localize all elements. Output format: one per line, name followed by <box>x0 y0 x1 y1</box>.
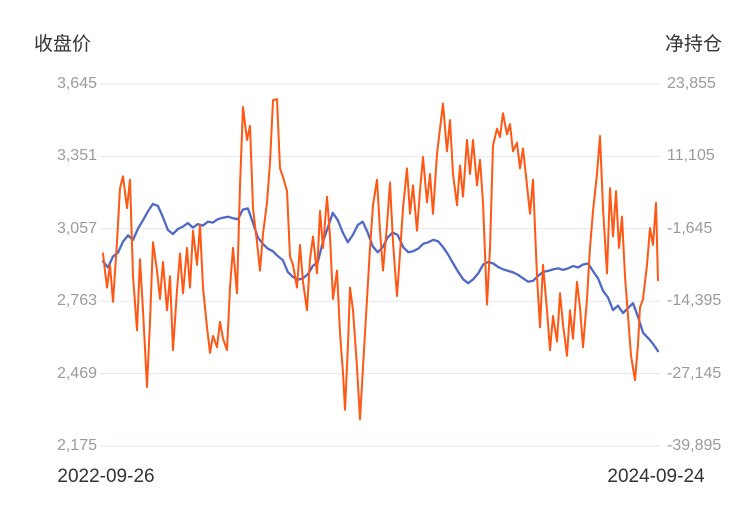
left-axis-tick: 3,351 <box>56 147 97 165</box>
right-axis-title: 净持仓 <box>665 34 723 55</box>
right-axis-tick: -14,395 <box>667 292 722 310</box>
right-axis-tick: 11,105 <box>667 147 715 165</box>
left-axis-tick: 2,469 <box>56 364 97 382</box>
x-axis-start-label: 2022-09-26 <box>57 466 155 487</box>
right-axis-tick: -39,895 <box>667 437 722 454</box>
left-axis-tick: 3,645 <box>56 75 97 92</box>
right-axis-tick: -27,145 <box>667 364 722 382</box>
x-axis-end-label: 2024-09-24 <box>607 466 705 487</box>
right-axis-tick: 23,855 <box>667 75 716 92</box>
net-position-series-line[interactable] <box>102 98 659 421</box>
right-axis-tick: -1,645 <box>667 219 713 237</box>
left-axis-tick: 2,175 <box>56 437 97 454</box>
left-axis-tick: 3,057 <box>56 219 97 237</box>
left-axis-tick: 2,763 <box>56 292 97 310</box>
close-price-series-line[interactable] <box>101 202 660 353</box>
left-axis-title: 收盘价 <box>34 34 92 55</box>
